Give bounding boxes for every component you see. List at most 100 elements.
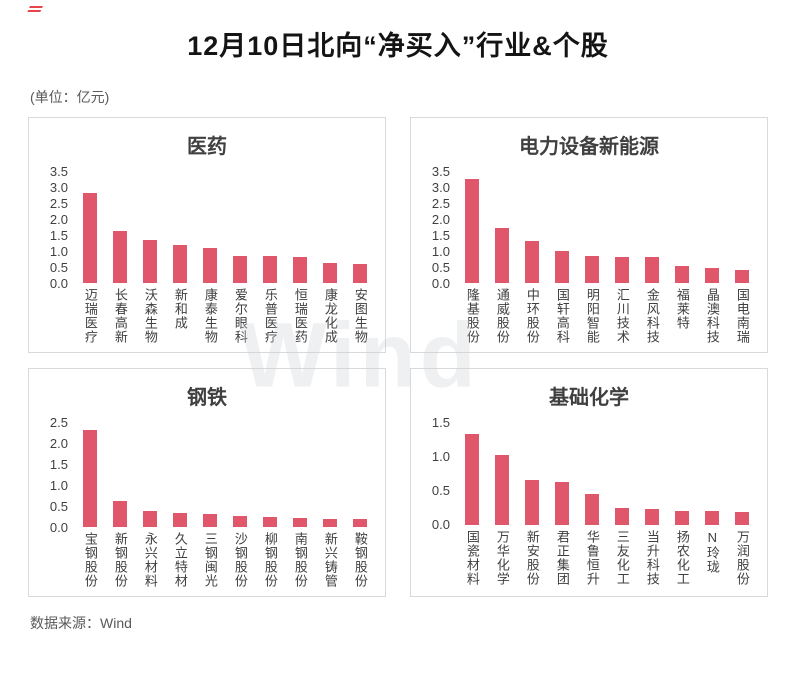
chart-plot: 2.5 2.0 1.5 1.0 0.5 0.0 宝钢股份 新钢股份 永兴材料 久立特材 三钢闽光沙… [39, 414, 375, 589]
bar-group: 乐普医疗 [255, 171, 285, 344]
bar-group: 柳钢股份 [255, 422, 285, 588]
bar-label: 隆基股份 [464, 288, 480, 344]
bar [293, 518, 307, 527]
bar-group: 康龙化成 [315, 171, 345, 344]
bar-group: 隆基股份 [457, 171, 487, 344]
bar-label: 新钢股份 [112, 532, 128, 588]
bar-label: 沙钢股份 [232, 532, 248, 588]
bar [353, 519, 367, 527]
bar [323, 519, 337, 527]
bar-group: 三钢闽光 [195, 422, 225, 588]
bar-label: 新兴铸管 [322, 532, 338, 588]
bar-group: 安图生物 [345, 171, 375, 344]
bar-label: 晶澳科技 [704, 288, 720, 344]
chart-panel-steel: 钢铁 2.5 2.0 1.5 1.0 0.5 0.0 宝钢股份 新钢股份 永兴材料 久立特材 三钢… [28, 368, 386, 597]
bar [465, 433, 479, 525]
bar-label: 华鲁恒升 [584, 530, 600, 586]
bar-group: 国瓷材料 [457, 422, 487, 586]
bar-label: 恒瑞医药 [292, 288, 308, 344]
bar-group: 万华化学 [487, 422, 517, 586]
bar [113, 231, 127, 283]
bar-group: 久立特材 [165, 422, 195, 588]
bar [113, 500, 127, 527]
bar [525, 241, 539, 283]
bar-group: 华鲁恒升 [577, 422, 607, 586]
bar-label: 永兴材料 [142, 532, 158, 588]
data-source-label: 数据来源：Wind [30, 615, 132, 631]
bar [203, 247, 217, 283]
bar-group: 晶澳科技 [697, 171, 727, 344]
bar-group: 金风科技 [637, 171, 667, 344]
bar [615, 257, 629, 283]
bars-area: 国瓷材料 万华化学 新安股份 君正集团 华鲁恒升 三友化工 当升科技 扬农化工 N玲珑 万润股份 [457, 422, 757, 586]
bar-label: 福莱特 [674, 288, 690, 330]
bar [675, 511, 689, 525]
bars-area: 隆基股份 通威股份 中环股份 国轩高科 明阳智能 汇川技术 金风科技 福莱特 晶澳科技 国电南瑞 [457, 171, 757, 344]
bar-group: 迈瑞医疗 [75, 171, 105, 344]
bar-group: 鞍钢股份 [345, 422, 375, 588]
bar [353, 263, 367, 283]
bar-group: 明阳智能 [577, 171, 607, 344]
y-axis: 3.5 3.0 2.5 2.0 1.5 1.0 0.5 0.0 [49, 163, 68, 291]
chart-plot: 3.5 3.0 2.5 2.0 1.5 1.0 0.5 0.0 迈瑞医疗 长春高新 沃森生物 新和成… [39, 163, 375, 345]
bar-group: 国轩高科 [547, 171, 577, 344]
bar-label: 安图生物 [352, 288, 368, 344]
bar-label: 金风科技 [644, 288, 660, 344]
bar-label: 新安股份 [524, 530, 540, 586]
bar [83, 430, 97, 527]
bar-label: 明阳智能 [584, 288, 600, 344]
y-axis: 2.5 2.0 1.5 1.0 0.5 0.0 [49, 414, 68, 535]
bar-label: 长春高新 [112, 288, 128, 344]
bar [735, 270, 749, 283]
bar-label: 国瓷材料 [464, 530, 480, 586]
bar-group: N玲珑 [697, 422, 727, 586]
bar-group: 中环股份 [517, 171, 547, 344]
bar-label: 柳钢股份 [262, 532, 278, 588]
bar-group: 沃森生物 [135, 171, 165, 344]
bar-group: 恒瑞医药 [285, 171, 315, 344]
chart-panel-pharma: 医药 3.5 3.0 2.5 2.0 1.5 1.0 0.5 0.0 迈瑞医疗 长春高新 沃森生物… [28, 117, 386, 353]
bar-group: 国电南瑞 [727, 171, 757, 344]
bar-label: 爱尔眼科 [232, 288, 248, 344]
bar-group: 爱尔眼科 [225, 171, 255, 344]
bar-group: 君正集团 [547, 422, 577, 586]
bar-group: 新钢股份 [105, 422, 135, 588]
bar [525, 480, 539, 525]
bar-group: 三友化工 [607, 422, 637, 586]
bar-label: 三友化工 [614, 530, 630, 586]
bar-label: 国轩高科 [554, 288, 570, 344]
bar-label: 通威股份 [494, 288, 510, 344]
bar-label: 当升科技 [644, 530, 660, 586]
bar [323, 263, 337, 283]
bar-label: 扬农化工 [674, 530, 690, 586]
bars-area: 迈瑞医疗 长春高新 沃森生物 新和成 康泰生物 爱尔眼科 乐普医疗 恒瑞医药 康龙化成 安图生物 [75, 171, 375, 344]
chart-panel-basic-chemicals: 基础化学 1.5 1.0 0.5 0.0 国瓷材料 万华化学 新安股份 君正集团 华鲁恒升 三友… [410, 368, 768, 597]
bar [203, 514, 217, 527]
bar-label: 鞍钢股份 [352, 532, 368, 588]
bar-label: 乐普医疗 [262, 288, 278, 344]
bar-group: 沙钢股份 [225, 422, 255, 588]
bar [615, 507, 629, 525]
bar-group: 当升科技 [637, 422, 667, 586]
bar [83, 192, 97, 283]
bar-label: 万华化学 [494, 530, 510, 586]
chart-title: 基础化学 [549, 387, 629, 409]
bar-label: 新和成 [172, 288, 188, 330]
bar [143, 239, 157, 283]
bar [555, 251, 569, 283]
bar-group: 万润股份 [727, 422, 757, 586]
bar-label: 国电南瑞 [734, 288, 750, 344]
bar [263, 255, 277, 283]
chart-title: 电力设备新能源 [519, 136, 659, 158]
bars-area: 宝钢股份 新钢股份 永兴材料 久立特材 三钢闽光 沙钢股份 柳钢股份 南钢股份 新兴铸管 鞍钢股份 [75, 422, 375, 588]
bar-group: 汇川技术 [607, 171, 637, 344]
bar [263, 517, 277, 527]
bar [233, 515, 247, 527]
bar [645, 509, 659, 525]
bar-group: 长春高新 [105, 171, 135, 344]
bar-group: 新安股份 [517, 422, 547, 586]
bar-label: 沃森生物 [142, 288, 158, 344]
bar-label: 宝钢股份 [82, 532, 98, 588]
y-axis: 3.5 3.0 2.5 2.0 1.5 1.0 0.5 0.0 [431, 163, 450, 291]
